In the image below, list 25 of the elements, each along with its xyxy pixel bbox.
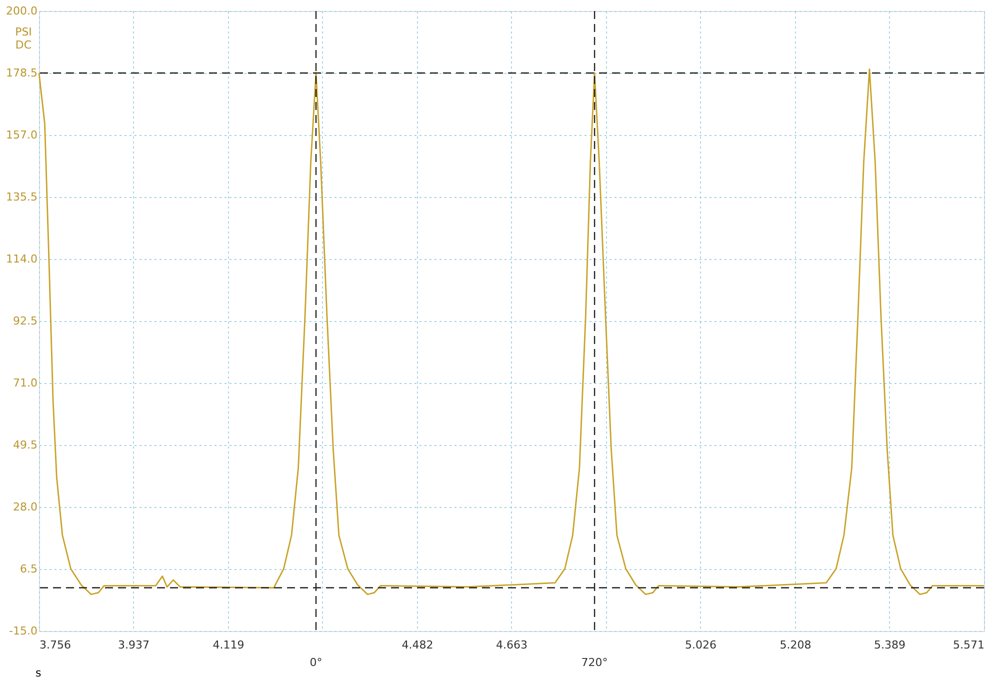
y-axis-title: PSI DC [15,26,32,52]
x-tick-label: 5.026 [684,638,716,652]
y-tick-label: 49.5 [13,438,38,452]
y-tick-label: 157.0 [6,128,38,142]
y-tick-label: 92.5 [13,314,38,328]
x-tick-label: 4.482 [402,638,434,652]
annotation: 0° [310,656,322,669]
y-tick-label: -15.0 [9,624,38,638]
x-axis-title: s [36,666,42,680]
y-tick-label: 71.0 [13,376,38,390]
x-tick-label: 3.937 [118,638,150,652]
y-tick-label: 135.5 [6,190,38,204]
x-tick-label: 5.208 [780,638,812,652]
x-tick-label: 3.756 [40,638,71,652]
y-tick-label: 178.5 [6,66,38,80]
line-series [38,68,985,596]
y-tick-label: 6.5 [20,562,38,576]
x-tick-label: 4.663 [496,638,528,652]
y-tick-label: 114.0 [6,252,38,266]
x-tick-label: 5.389 [874,638,906,652]
x-tick-label: 4.119 [212,638,244,652]
y-tick-label: 200.0 [6,4,38,18]
x-tick-label: 5.571 [953,638,984,652]
annotation: 720° [581,656,608,669]
y-tick-label: 28.0 [13,500,38,514]
